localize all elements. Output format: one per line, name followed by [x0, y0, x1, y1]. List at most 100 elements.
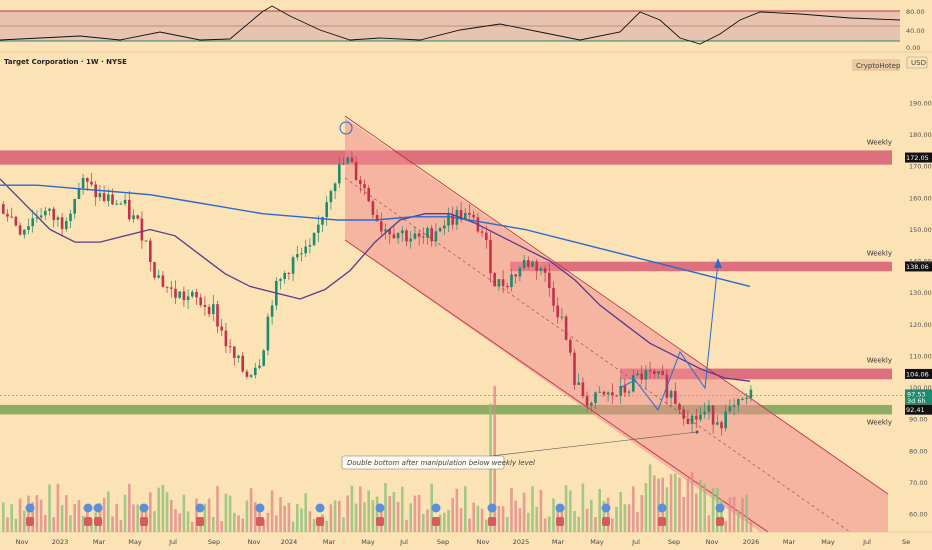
currency-box[interactable]: USD — [906, 56, 928, 69]
candle-body — [438, 228, 442, 232]
earnings-marker — [432, 517, 440, 526]
candle-body — [90, 181, 93, 185]
volume-bar — [6, 517, 9, 532]
volume-bar — [615, 506, 618, 532]
volume-bar — [548, 516, 551, 532]
candle-body — [396, 233, 400, 239]
candle-body — [640, 373, 643, 380]
volume-bar — [543, 518, 547, 532]
candle-body — [342, 163, 345, 165]
candle-body — [165, 286, 169, 288]
volume-bar — [300, 508, 303, 532]
candle-body — [485, 232, 488, 241]
time-tick: Nov — [706, 538, 719, 546]
candle-body — [317, 224, 320, 233]
candle-body — [128, 199, 131, 220]
volume-bar — [371, 500, 375, 532]
volume-bar — [594, 517, 597, 532]
price-tick: 150.00 — [909, 226, 932, 234]
volume-bar — [602, 500, 606, 532]
volume-bar — [699, 479, 702, 532]
candle-body — [283, 273, 286, 280]
price-axis: 190.00 180.00 170.00 160.00 150.00 140.00 130.… — [909, 100, 932, 519]
volume-bar — [107, 491, 110, 532]
dividend-marker — [195, 503, 205, 513]
candle-body — [23, 229, 26, 235]
candle-body — [401, 230, 404, 234]
volume-bar — [233, 512, 236, 532]
candle-body — [212, 304, 215, 315]
volume-bar — [329, 504, 333, 532]
currency-label: USD — [911, 59, 926, 67]
candle-body — [132, 215, 135, 220]
candle-body — [413, 233, 417, 239]
volume-bar — [228, 495, 232, 532]
candle-body — [506, 286, 509, 288]
time-tick: Nov — [16, 538, 29, 546]
price-tick: 100.00 — [909, 384, 932, 392]
candle-body — [636, 373, 639, 376]
candle-body — [375, 214, 379, 222]
candle-body — [594, 392, 597, 404]
candle-body — [632, 375, 635, 392]
volume-bar — [623, 504, 627, 532]
volume-bar — [254, 502, 257, 532]
candle-body — [65, 221, 68, 230]
candle-body — [245, 371, 249, 377]
candle-body — [304, 246, 307, 254]
volume-bar — [531, 486, 534, 532]
price-tick: 190.00 — [909, 100, 932, 108]
candle-body — [178, 291, 181, 298]
dividend-marker — [601, 503, 611, 513]
candle-body — [749, 389, 753, 399]
candle-body — [430, 228, 433, 242]
volume-bar — [262, 519, 265, 532]
volume-bar — [77, 500, 81, 532]
projection-arrow — [714, 258, 722, 268]
volume-bar — [724, 521, 727, 532]
volume-bar — [291, 521, 295, 532]
candle-body — [52, 208, 55, 220]
candle-body — [678, 403, 681, 410]
candle-body — [728, 406, 732, 412]
candle-body — [405, 230, 408, 242]
candle-body — [623, 385, 627, 393]
candle-body — [501, 279, 505, 287]
candle-body — [86, 178, 89, 182]
candle-body — [191, 291, 194, 297]
volume-bar — [636, 512, 639, 532]
volume-bar — [69, 515, 72, 532]
volume-bar — [732, 496, 736, 532]
candle-body — [27, 226, 30, 230]
candle-body — [69, 213, 72, 222]
time-tick: Mar — [783, 538, 796, 546]
candle-body — [703, 411, 706, 415]
candle-body — [300, 253, 303, 255]
zone-tag-label-0: 172.05 — [906, 154, 929, 162]
zone-tag-2 — [905, 368, 932, 379]
volume-bar — [157, 487, 160, 532]
volume-bar — [581, 483, 585, 532]
volume-bar — [249, 488, 253, 532]
volume-bar — [14, 518, 18, 532]
candle-body — [464, 212, 467, 220]
candle-body — [745, 398, 748, 400]
volume-bar — [178, 513, 181, 532]
candle-body — [384, 229, 387, 232]
candle-body — [522, 260, 526, 268]
price-tick: 60.00 — [909, 511, 928, 519]
candle-body — [140, 218, 144, 241]
volume-bar — [480, 508, 484, 532]
candle-body — [426, 228, 429, 238]
candle-body — [434, 231, 438, 242]
price-tick: 70.00 — [909, 479, 928, 487]
volume-bar — [174, 509, 177, 532]
candle-body — [371, 201, 375, 215]
candle-body — [615, 395, 618, 397]
candle-body — [170, 287, 173, 289]
earnings-marker — [376, 517, 384, 526]
volume-bar — [573, 510, 576, 532]
volume-bar — [585, 508, 589, 532]
